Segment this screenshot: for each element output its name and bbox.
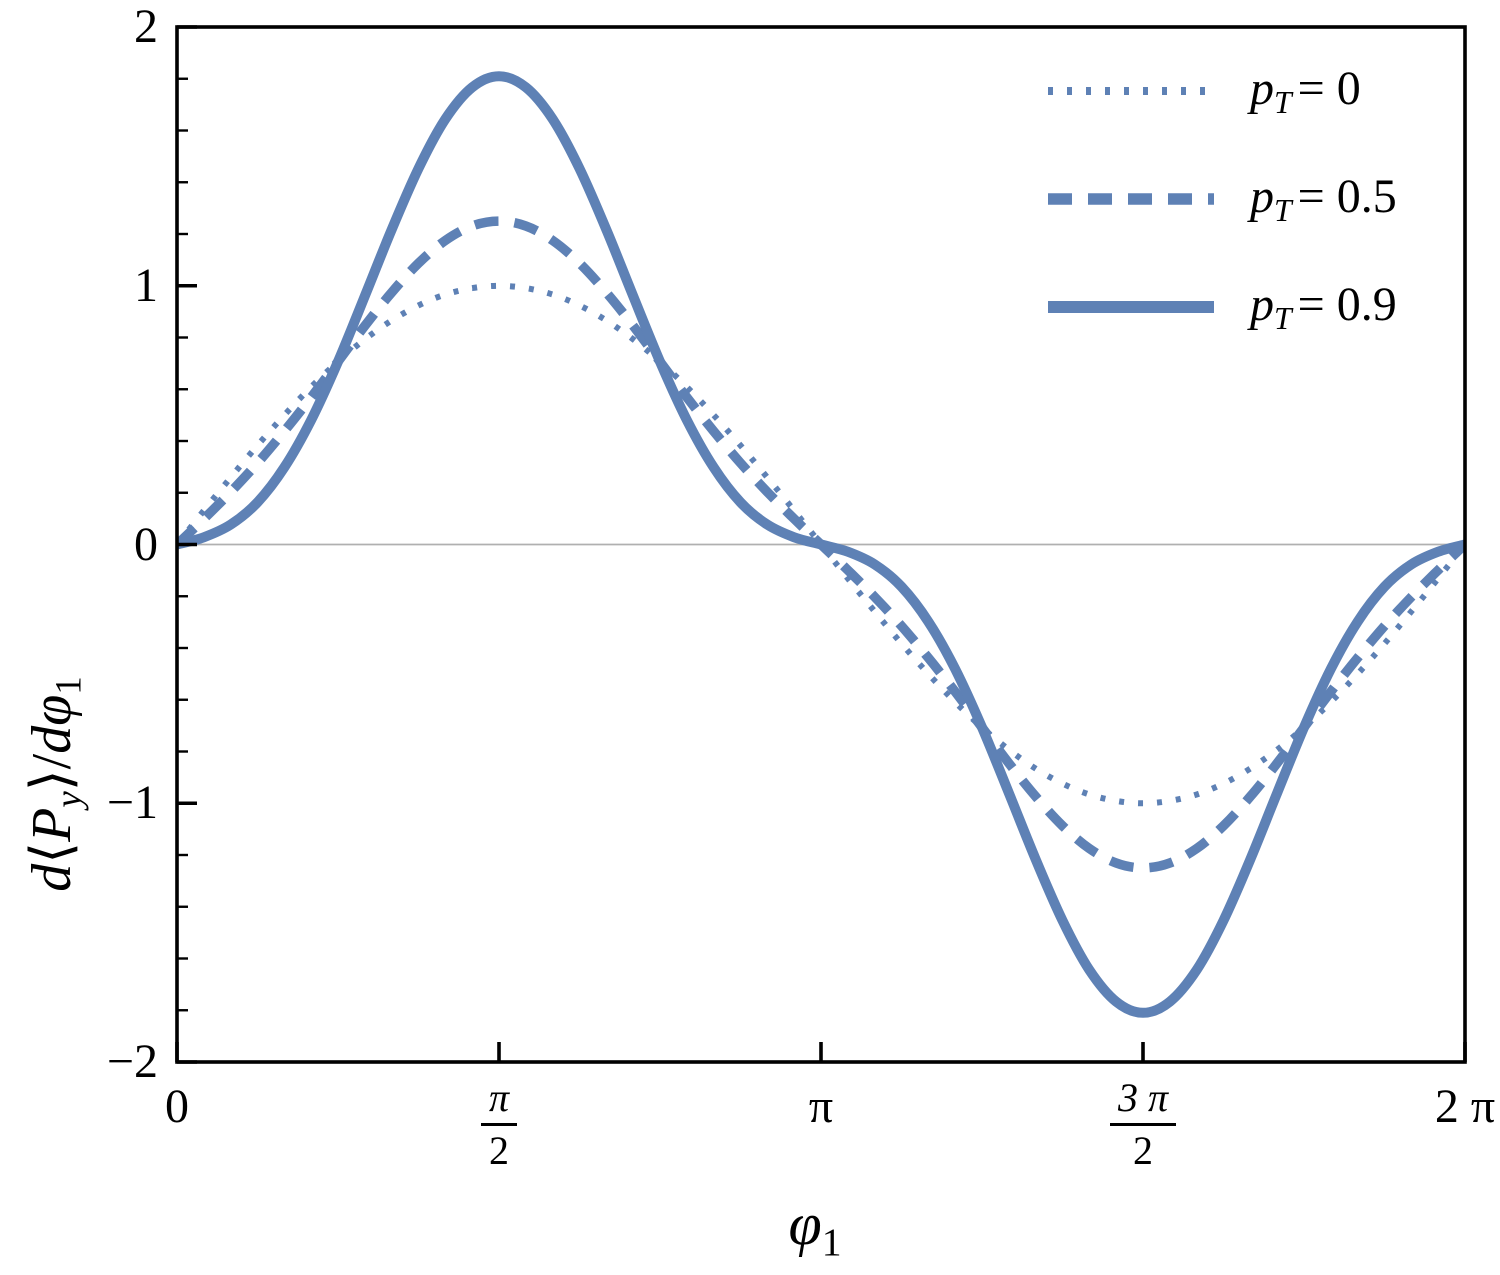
legend-value: = 0.9 — [1297, 278, 1397, 332]
y-axis-label: d⟨Py⟩/dφ1 — [17, 334, 89, 1234]
ylabel-d2: d — [21, 725, 83, 754]
legend-value: = 0.5 — [1297, 170, 1397, 224]
xlabel-phi: φ — [788, 1191, 822, 1257]
ylabel-slash: / — [21, 753, 83, 770]
curves-group — [177, 71, 1465, 1018]
y-tick-label: 0 — [134, 517, 158, 571]
legend-label: pT = 0.9 — [1250, 277, 1397, 337]
curve-solid — [177, 71, 1465, 1018]
y-tick-label: 2 — [134, 0, 158, 53]
legend-symbol: p — [1250, 170, 1274, 224]
y-tick-label: −1 — [106, 776, 158, 830]
legend-value: = 0 — [1297, 62, 1361, 116]
ylabel-sub-y: y — [47, 791, 89, 808]
legend-subscript: T — [1274, 300, 1292, 336]
ylabel-langle: ⟨ — [21, 841, 83, 864]
legend-item-pt-09: pT = 0.9 — [1048, 272, 1397, 342]
x-axis-label: φ1 — [665, 1190, 965, 1265]
y-tick-label: 1 — [134, 258, 158, 312]
ylabel-rangle: ⟩ — [21, 769, 83, 792]
xlabel-sub-1: 1 — [821, 1220, 842, 1265]
dotted-line-swatch — [1048, 87, 1214, 95]
legend-label: pT = 0.5 — [1250, 169, 1397, 229]
ylabel-sub-1: 1 — [47, 676, 89, 695]
legend-symbol: p — [1250, 278, 1274, 332]
ylabel-phi: φ — [21, 694, 83, 726]
ylabel-script-p: P — [21, 807, 83, 842]
legend-item-pt-05: pT = 0.5 — [1048, 164, 1397, 234]
legend-subscript: T — [1274, 84, 1292, 120]
dashed-line-swatch — [1048, 193, 1214, 205]
x-tick-label: 0 — [165, 1080, 189, 1133]
solid-line-swatch — [1048, 301, 1214, 313]
x-tick-label: 2 π — [1434, 1080, 1496, 1133]
y-tick-label: −2 — [106, 1035, 158, 1088]
ylabel-d1: d — [21, 863, 83, 892]
legend-label: pT = 0 — [1250, 61, 1361, 121]
legend-symbol: p — [1250, 62, 1274, 116]
x-tick-label: π — [808, 1080, 834, 1133]
legend-item-pt-0: pT = 0 — [1048, 56, 1397, 126]
legend: pT = 0 pT = 0.5 pT = 0.9 — [1048, 56, 1397, 380]
legend-subscript: T — [1274, 192, 1292, 228]
